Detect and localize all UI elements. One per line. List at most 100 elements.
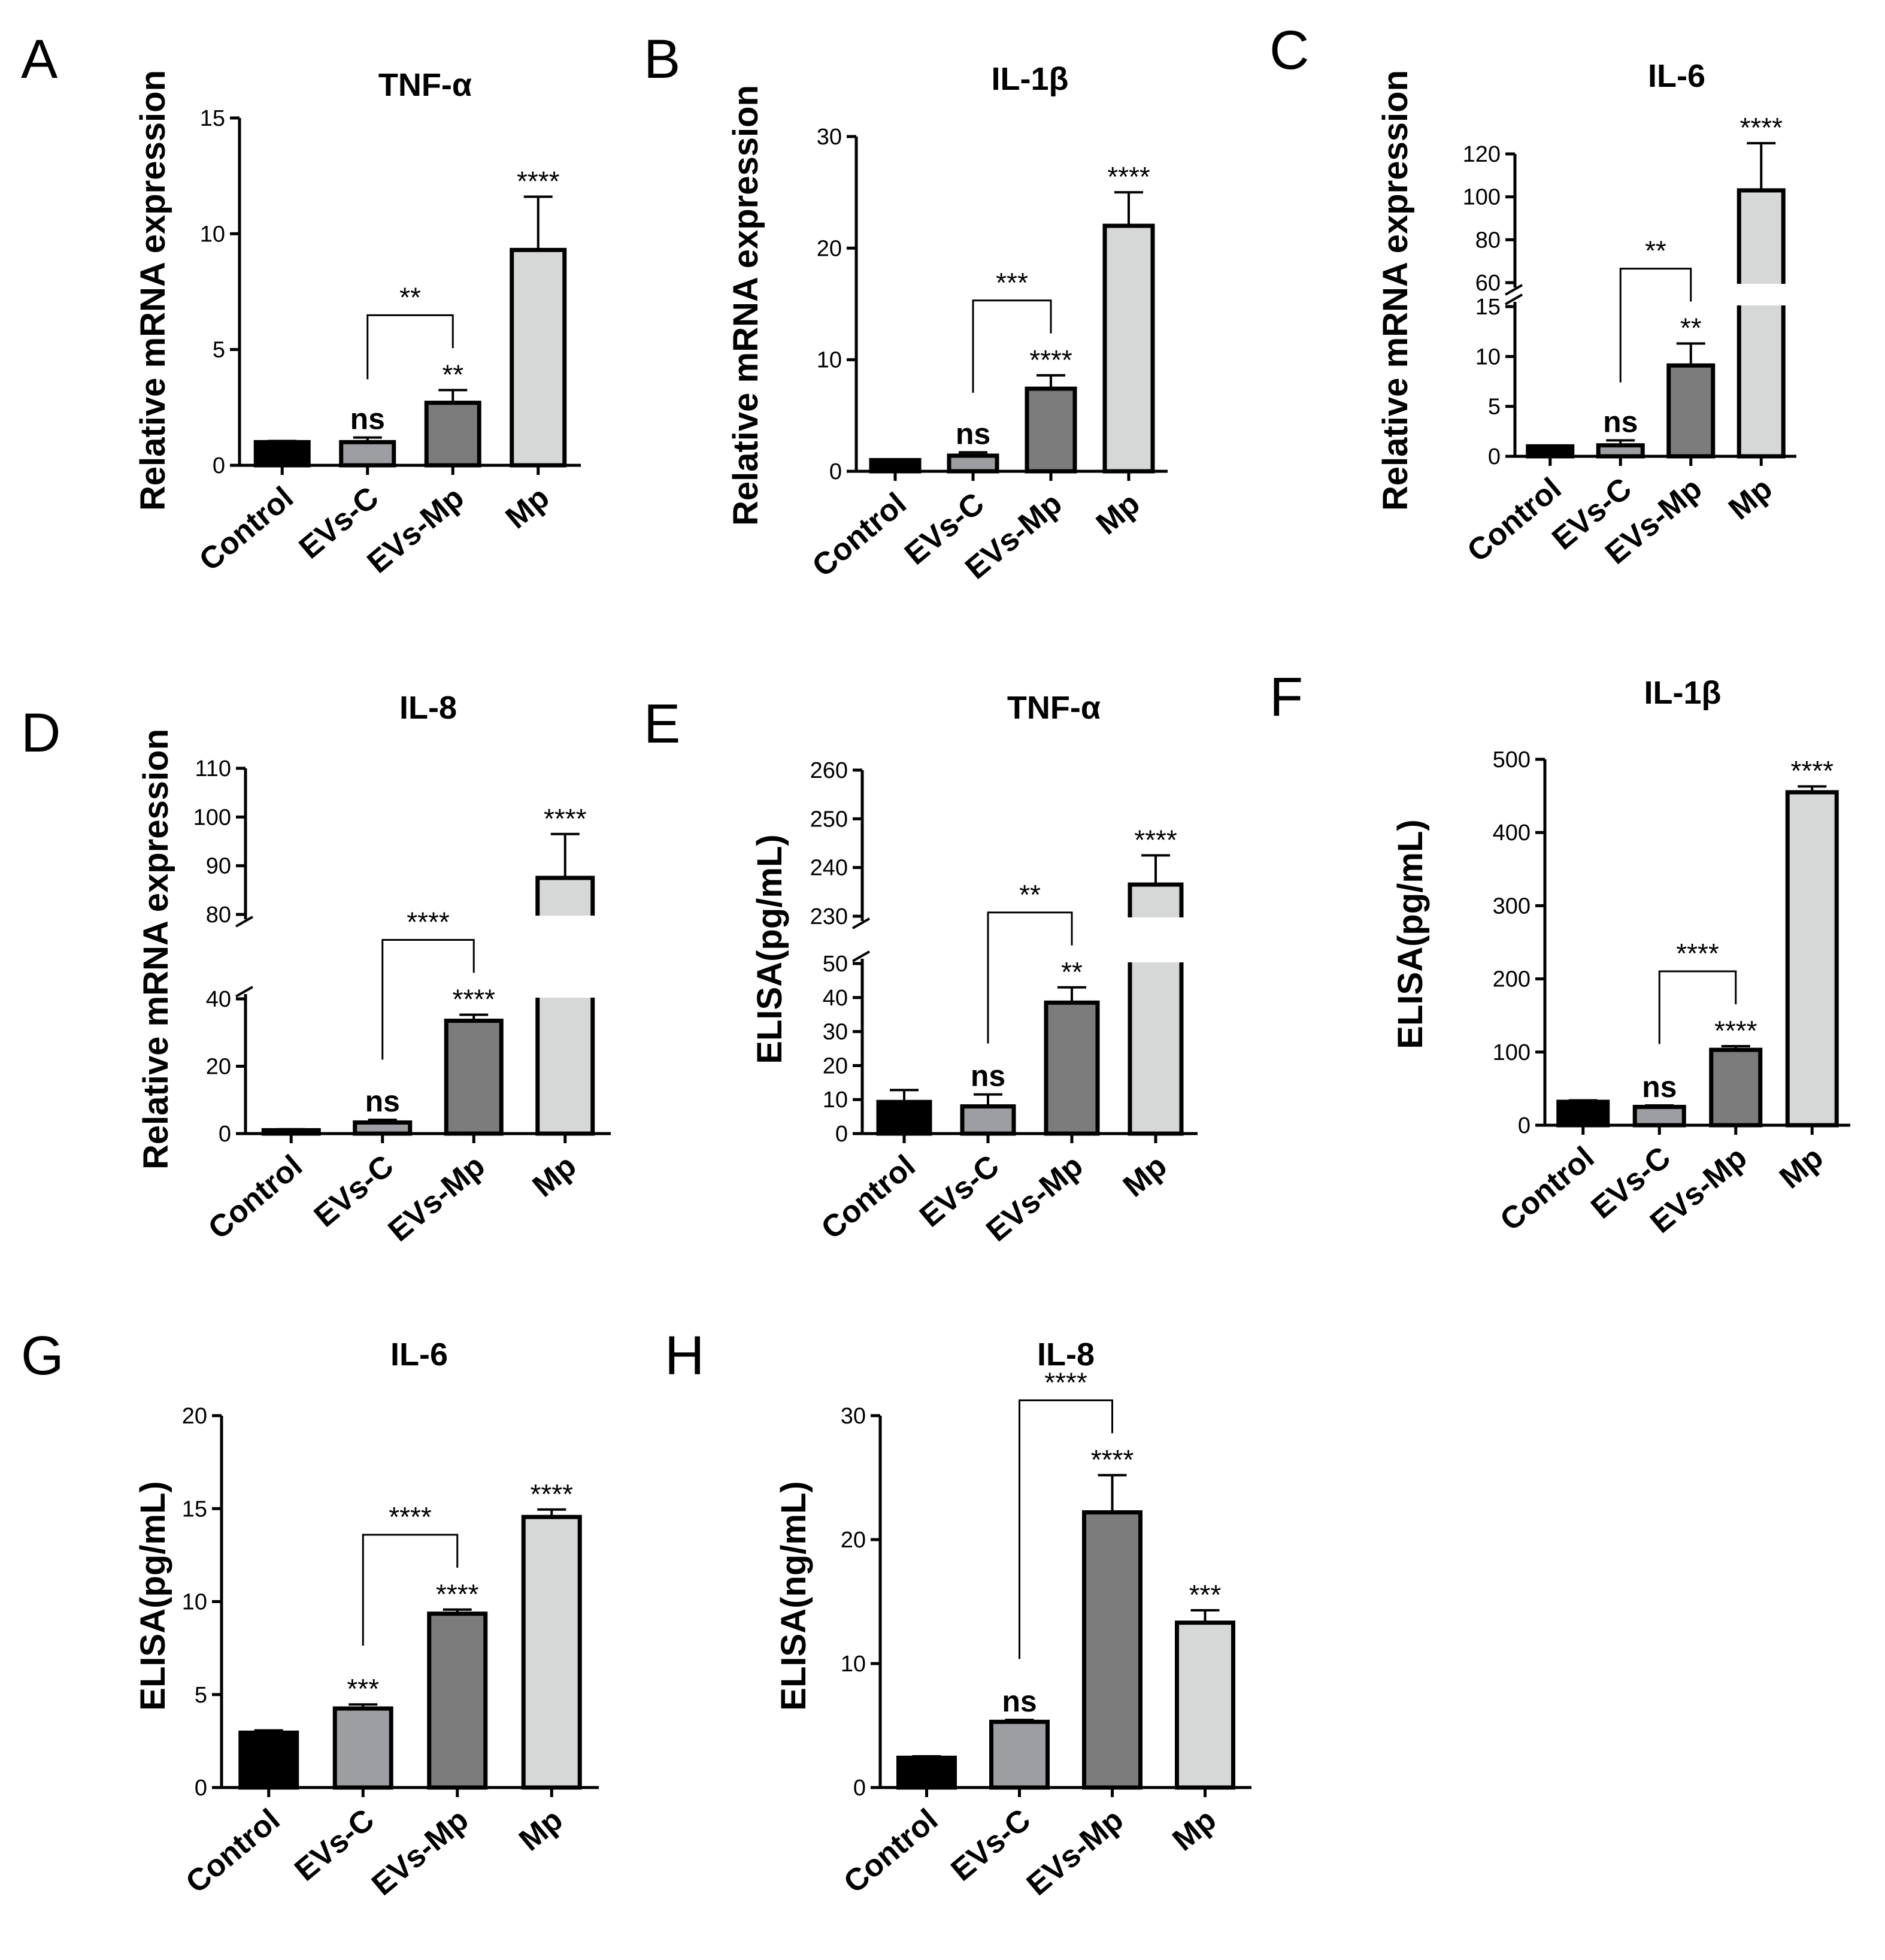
bar-control — [1526, 444, 1575, 459]
significance-label: ns — [971, 1059, 1005, 1093]
bar-evs-mp — [1044, 1000, 1100, 1136]
chart-title: IL-1β — [992, 61, 1069, 97]
y-tick-label: 80 — [1475, 228, 1501, 253]
bar-evs-c — [332, 1706, 393, 1790]
axis-break-mark — [1505, 293, 1523, 305]
comparison-bracket — [362, 1534, 459, 1646]
y-tick-label: 90 — [206, 854, 231, 879]
comparison-label: ** — [399, 281, 421, 313]
x-tick-label: Mp — [1773, 1140, 1830, 1196]
bar-evs-mp — [1082, 1510, 1142, 1790]
significance-label: ns — [1603, 405, 1638, 438]
x-tick-label: Control — [180, 1803, 287, 1900]
bar-evs-mp — [427, 1611, 488, 1790]
chart-title: IL-8 — [1037, 1337, 1095, 1373]
comparison-bracket — [1658, 970, 1737, 1044]
y-tick-label: 100 — [1493, 1040, 1531, 1065]
significance-label: **** — [530, 1479, 573, 1510]
bar-evs-c — [1632, 1104, 1686, 1128]
bar-mp — [1785, 790, 1839, 1128]
x-tick-label: Mp — [1090, 486, 1147, 542]
comparison-bracket — [972, 299, 1052, 393]
chart-title: IL-6 — [390, 1337, 448, 1373]
significance-label: **** — [517, 165, 560, 196]
bar-control — [896, 1755, 957, 1790]
y-tick-label: 15 — [200, 106, 225, 131]
bar-evs-c — [353, 1120, 413, 1136]
significance-label: *** — [1189, 1579, 1222, 1610]
axis-break-mark — [852, 950, 870, 962]
significance-label: **** — [1091, 1444, 1134, 1475]
comparison-bracket — [1619, 268, 1692, 383]
comparison-label: *** — [996, 267, 1028, 298]
y-tick-label: 50 — [823, 952, 848, 977]
x-tick-label: Control — [202, 1149, 309, 1246]
y-tick-label: 10 — [200, 222, 225, 247]
comparison-label: **** — [407, 906, 450, 937]
bar-evs-mp — [424, 401, 481, 468]
y-tick-label: 80 — [206, 902, 231, 928]
significance-label: **** — [1134, 824, 1177, 855]
y-tick-label: 0 — [835, 1122, 848, 1147]
chart-title: TNF-α — [378, 67, 472, 103]
x-tick-label: EVs-Mp — [1020, 1803, 1130, 1903]
y-tick-label: 10 — [817, 348, 842, 373]
comparison-bracket — [381, 938, 475, 1060]
significance-label: **** — [544, 803, 587, 834]
y-tick-label: 40 — [206, 987, 231, 1012]
y-tick-label: 200 — [1493, 967, 1531, 992]
panel-f: F IL-1β ELISA(pg/mL) 0 100 200 300 400 500 Contro… — [1269, 667, 1850, 1240]
y-tick-label: 0 — [1518, 1113, 1531, 1138]
panel-letter: E — [644, 693, 680, 755]
bar-evs-mp — [1025, 386, 1077, 474]
panel-letter: B — [644, 29, 680, 90]
x-tick-label: Mp — [1722, 471, 1779, 527]
y-axis-label: ELISA(pg/mL) — [750, 834, 789, 1064]
chart-title: IL-1β — [1644, 675, 1722, 711]
panel-letter: H — [665, 1325, 704, 1386]
y-tick-label: 60 — [1475, 271, 1501, 296]
y-tick-label: 15 — [1475, 295, 1501, 320]
y-axis-label: ELISA(pg/mL) — [1391, 819, 1430, 1049]
significance-label: ns — [350, 402, 385, 436]
panel-letter: D — [21, 702, 60, 764]
y-tick-label: 5 — [195, 1683, 207, 1708]
bar-evs-mp — [1709, 1047, 1763, 1128]
bar-break-gap — [1735, 284, 1787, 305]
y-axis-label: Relative mRNA expression — [726, 85, 765, 526]
comparison-bracket — [366, 314, 454, 380]
y-tick-label: 15 — [182, 1496, 207, 1522]
bar-evs-c — [339, 440, 396, 468]
axis-break-mark — [852, 917, 870, 929]
y-tick-label: 100 — [1463, 185, 1501, 210]
bar-control — [261, 1128, 321, 1136]
x-tick-label: EVs-Mp — [382, 1149, 492, 1249]
significance-label: ** — [442, 359, 463, 390]
significance-label: ** — [1061, 956, 1083, 987]
axis-break-mark — [1505, 284, 1523, 296]
bar-evs-mp — [1666, 363, 1716, 459]
comparison-bracket — [1019, 1399, 1113, 1659]
significance-label: **** — [436, 1579, 479, 1610]
comparison-label: ** — [1019, 879, 1041, 910]
comparison-bracket — [987, 911, 1073, 1044]
bar-evs-mp — [444, 1019, 504, 1136]
y-tick-label: 10 — [1475, 344, 1501, 369]
significance-label: **** — [1790, 755, 1834, 786]
x-tick-label: Control — [806, 486, 913, 584]
bar-mp — [1175, 1620, 1235, 1790]
y-tick-label: 20 — [817, 236, 842, 261]
comparison-label: ** — [1645, 235, 1666, 266]
chart-title: IL-6 — [1648, 58, 1705, 94]
y-tick-label: 230 — [810, 904, 848, 929]
y-tick-label: 20 — [841, 1528, 866, 1553]
axis-break-mark — [235, 916, 253, 928]
y-axis-label: Relative mRNA expression — [137, 729, 175, 1170]
x-tick-label: Mp — [513, 1803, 569, 1858]
bar-break-gap — [1126, 917, 1185, 962]
bar-mp — [521, 1514, 582, 1790]
y-tick-label: 10 — [182, 1590, 207, 1615]
